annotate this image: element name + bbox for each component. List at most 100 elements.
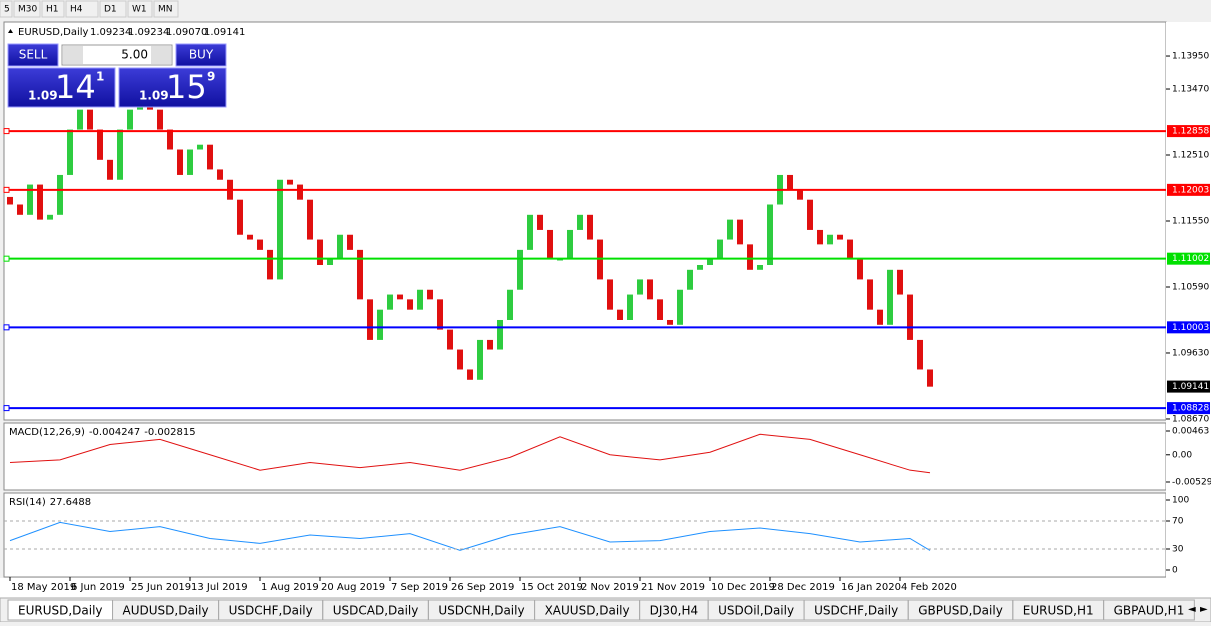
tab-scroll: ► (1200, 604, 1208, 615)
candle (727, 219, 733, 240)
ohlc-value: 1.09234 (128, 27, 169, 38)
candle (587, 214, 593, 240)
lot-down[interactable] (63, 46, 83, 64)
chart-tab-label: AUDUSD,Daily (123, 604, 209, 618)
timeframe-button[interactable] (127, 0, 153, 18)
chart-tab-label: DJ30,H4 (650, 604, 699, 618)
time-axis (0, 578, 1211, 598)
candle (507, 289, 513, 320)
level-handle (3, 255, 10, 262)
candle (127, 109, 133, 130)
candle (607, 279, 613, 310)
candle (867, 279, 873, 310)
candle (437, 299, 443, 330)
x-tick-label: 13 Jul 2019 (191, 582, 248, 593)
candle (647, 279, 653, 300)
candle (417, 289, 423, 310)
candle (197, 144, 203, 150)
timeframe-label: MN (158, 5, 173, 15)
macd-panel (3, 422, 1167, 491)
x-tick-label: 25 Jun 2019 (131, 582, 191, 593)
lot-up[interactable] (151, 46, 171, 64)
y-tick-label: 1.10590 (1172, 282, 1209, 292)
x-tick-label: 7 Sep 2019 (391, 582, 448, 593)
candle (377, 309, 383, 340)
x-tick-label: 15 Oct 2019 (521, 582, 583, 593)
lot-value: 5.00 (121, 48, 148, 62)
chart-tab-label: XAUUSD,Daily (545, 604, 630, 618)
y-tick-label: 0 (1172, 566, 1178, 576)
candle (887, 269, 893, 325)
bid-small: 1 (96, 70, 104, 84)
bid-box[interactable] (7, 67, 116, 108)
candle (97, 129, 103, 160)
lot-input[interactable] (61, 44, 173, 66)
chart-symbol: EURUSD,Daily (18, 27, 89, 38)
chart-tab-label: USDCNH,Daily (438, 604, 524, 618)
candle (457, 349, 463, 370)
timeframe-button[interactable] (65, 0, 99, 18)
level-label-box (1167, 252, 1210, 265)
timeframe-button[interactable] (99, 0, 127, 18)
timeframe-button[interactable] (153, 0, 179, 18)
candle (757, 264, 763, 270)
candle (107, 159, 113, 180)
indicator-title: MACD(12,26,9) (9, 427, 85, 438)
x-tick-label: 2 Nov 2019 (581, 582, 639, 593)
candle (567, 229, 573, 260)
ask-box[interactable] (118, 67, 227, 108)
level-label: 1.11002 (1172, 254, 1209, 264)
level-label-box (1167, 183, 1210, 196)
candle (847, 239, 853, 260)
timeframe-button[interactable] (13, 0, 41, 18)
sell-button[interactable] (7, 43, 59, 67)
y-tick-label: 70 (1172, 517, 1184, 527)
ask-big: 1.09 (139, 89, 169, 103)
chart-tab-label: USDOil,Daily (718, 604, 794, 618)
candle (237, 199, 243, 235)
timeframe-button[interactable] (41, 0, 65, 18)
indicator-value: 27.6488 (50, 497, 91, 508)
y-tick-label: 30 (1172, 545, 1184, 555)
y-tick-label: -0.005299 (1172, 477, 1211, 487)
x-tick-label: 21 Nov 2019 (641, 582, 705, 593)
candle (737, 219, 743, 245)
ohlc-value: 1.09234 (90, 27, 131, 38)
candle (537, 214, 543, 230)
toolbar (0, 0, 1211, 18)
candle (467, 369, 473, 380)
candle (797, 189, 803, 200)
level-label-box (1167, 321, 1210, 334)
candle (517, 249, 523, 290)
y-tick-label: 1.09630 (1172, 348, 1209, 358)
timeframe-label: D1 (104, 5, 117, 15)
candle (907, 294, 913, 340)
bid-big: 1.09 (28, 89, 58, 103)
candle (87, 109, 93, 130)
candle (267, 249, 273, 280)
candle (617, 309, 623, 320)
timeframe-label: 5 (4, 5, 10, 15)
chart-tab[interactable] (1103, 599, 1195, 621)
timeframe-button[interactable] (0, 0, 13, 18)
level-label: 1.10003 (1172, 323, 1209, 333)
level-label-box (1167, 125, 1210, 138)
y-tick-label: 0.00463 (1172, 427, 1209, 437)
price-axis (1166, 22, 1211, 578)
candle (257, 239, 263, 250)
x-tick-label: 26 Sep 2019 (451, 582, 514, 593)
candle (817, 229, 823, 245)
y-tick-label: 1.12510 (1172, 151, 1209, 161)
last-price: 1.09141 (1172, 382, 1209, 392)
indicator-value: -0.002815 (144, 427, 195, 438)
buy-button[interactable] (175, 43, 227, 67)
candle (447, 329, 453, 350)
ask-main: 15 (166, 68, 207, 106)
y-tick-label: 1.08670 (1172, 414, 1209, 424)
candle (287, 179, 293, 185)
buy-label: BUY (189, 48, 214, 62)
bid-main: 14 (55, 68, 96, 106)
candle (477, 339, 483, 380)
x-tick-label: 1 Aug 2019 (261, 582, 319, 593)
